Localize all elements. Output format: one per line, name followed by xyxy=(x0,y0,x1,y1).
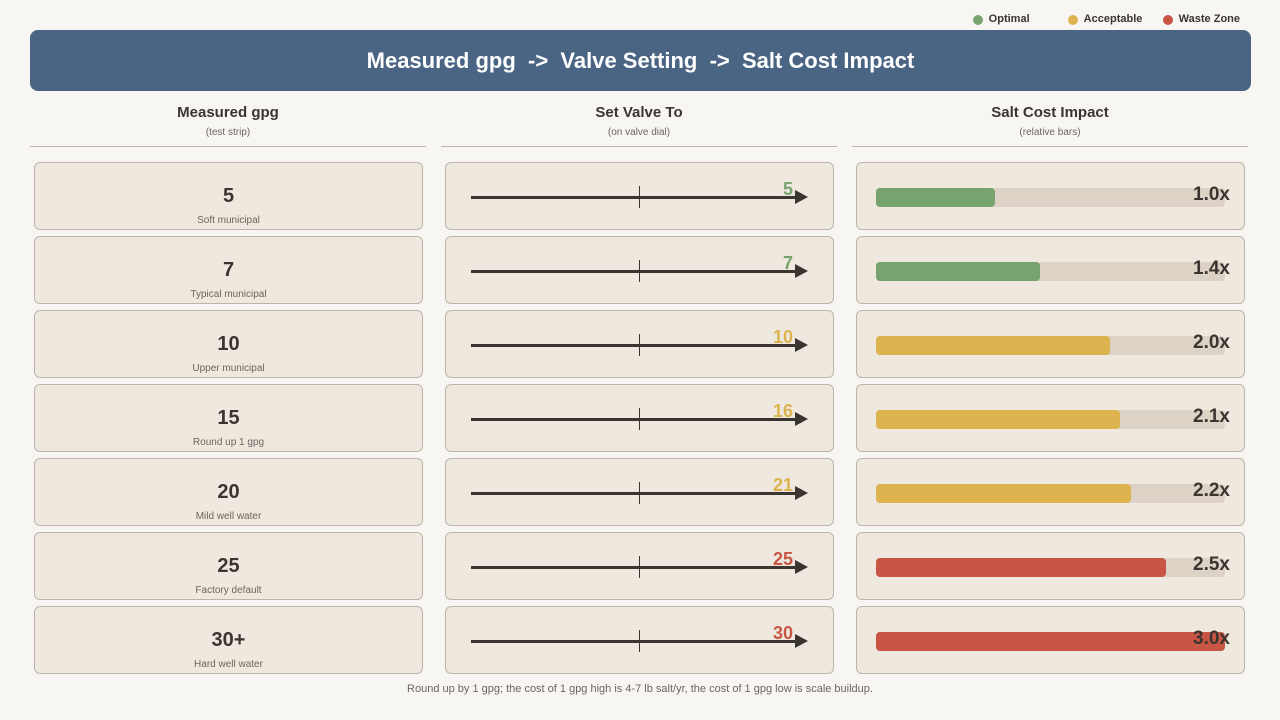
footnote: Round up by 1 gpg; the cost of 1 gpg hig… xyxy=(407,683,873,695)
arrow-line xyxy=(471,344,797,347)
valve-card: 5 xyxy=(445,162,834,230)
cost-card: 3.0x xyxy=(856,606,1245,674)
arrow-head-icon xyxy=(795,412,808,426)
cost-card: 1.0x xyxy=(856,162,1245,230)
cost-card: 2.2x xyxy=(856,458,1245,526)
gpg-note: Mild well water xyxy=(195,511,262,522)
valve-setting: 21 xyxy=(772,475,793,495)
gpg-note: Hard well water xyxy=(194,659,263,670)
gpg-card: 5 Soft municipal xyxy=(34,162,423,230)
cost-bar xyxy=(876,558,1166,577)
cost-card: 1.4x xyxy=(856,236,1245,304)
valve-setting: 10 xyxy=(772,327,793,347)
gpg-value: 5 xyxy=(222,185,235,207)
column-title: Set Valve To xyxy=(595,104,683,121)
cost-card: 2.0x xyxy=(856,310,1245,378)
cost-label: 2.5x xyxy=(1193,554,1230,575)
legend-label: Waste Zone xyxy=(1178,12,1240,25)
arrow-head-icon xyxy=(795,560,808,574)
column-subtitle: (on valve dial) xyxy=(607,127,671,138)
column-title: Measured gpg xyxy=(177,104,279,121)
arrow-tick xyxy=(639,630,640,652)
cost-label: 2.0x xyxy=(1193,332,1230,353)
arrow-head-icon xyxy=(795,338,808,352)
column-header-cost: Salt Cost Impact (relative bars) xyxy=(852,104,1248,147)
gpg-card: 10 Upper municipal xyxy=(34,310,423,378)
cost-bar xyxy=(876,262,1040,281)
cost-bar xyxy=(876,632,1225,651)
arrow-head-icon xyxy=(795,190,808,204)
cost-label: 1.4x xyxy=(1193,258,1230,279)
cost-label: 2.2x xyxy=(1193,480,1230,501)
legend-item-acceptable: Acceptable xyxy=(1067,12,1163,25)
cost-bar xyxy=(876,336,1110,355)
valve-card: 21 xyxy=(445,458,834,526)
legend-label: Optimal xyxy=(988,12,1030,25)
arrow-line xyxy=(471,270,797,273)
gpg-value: 7 xyxy=(222,259,235,281)
gpg-note: Soft municipal xyxy=(197,215,260,226)
gpg-note: Round up 1 gpg xyxy=(192,437,265,448)
legend-item-waste-zone: Waste Zone xyxy=(1162,12,1240,25)
arrow-line xyxy=(471,640,797,643)
cost-bar xyxy=(876,410,1120,429)
valve-card: 30 xyxy=(445,606,834,674)
column-subtitle: (relative bars) xyxy=(1019,127,1081,138)
gpg-note: Typical municipal xyxy=(190,289,267,300)
valve-setting: 25 xyxy=(772,549,793,569)
valve-setting: 7 xyxy=(782,253,793,273)
legend-item-optimal: Optimal xyxy=(972,12,1068,25)
column-title: Salt Cost Impact xyxy=(991,104,1109,121)
column-header-measured: Measured gpg (test strip) xyxy=(30,104,426,147)
valve-card: 7 xyxy=(445,236,834,304)
arrow-tick xyxy=(639,260,640,282)
arrow-line xyxy=(471,566,797,569)
arrow-line xyxy=(471,196,797,199)
arrow-tick xyxy=(639,186,640,208)
acceptable-dot-icon xyxy=(1067,15,1078,25)
title-banner: Measured gpg -> Valve Setting -> Salt Co… xyxy=(30,30,1251,91)
arrow-tick xyxy=(639,556,640,578)
arrow-tick xyxy=(639,408,640,430)
gpg-value: 20 xyxy=(217,481,240,503)
arrow-tick xyxy=(639,482,640,504)
cost-label: 1.0x xyxy=(1193,184,1230,205)
arrow-head-icon xyxy=(795,634,808,648)
arrow-tick xyxy=(639,334,640,356)
waste-dot-icon xyxy=(1162,15,1173,25)
cost-card: 2.5x xyxy=(856,532,1245,600)
cost-card: 2.1x xyxy=(856,384,1245,452)
arrow-line xyxy=(471,492,797,495)
gpg-note: Factory default xyxy=(195,585,262,596)
gpg-card: 20 Mild well water xyxy=(34,458,423,526)
valve-card: 16 xyxy=(445,384,834,452)
gpg-card: 30+ Hard well water xyxy=(34,606,423,674)
optimal-dot-icon xyxy=(972,15,983,25)
arrow-line xyxy=(471,418,797,421)
valve-setting: 5 xyxy=(782,179,793,199)
cost-label: 3.0x xyxy=(1193,628,1230,649)
cost-label: 2.1x xyxy=(1193,406,1230,427)
gpg-value: 30+ xyxy=(211,629,246,651)
gpg-value: 15 xyxy=(217,407,240,429)
arrow-head-icon xyxy=(795,264,808,278)
legend: Optimal Acceptable Waste Zone xyxy=(972,12,1240,25)
cost-bar xyxy=(876,188,995,207)
gpg-note: Upper municipal xyxy=(192,363,265,374)
valve-setting: 16 xyxy=(772,401,793,421)
page-title: Measured gpg -> Valve Setting -> Salt Co… xyxy=(366,47,915,73)
valve-card: 25 xyxy=(445,532,834,600)
valve-card: 10 xyxy=(445,310,834,378)
gpg-card: 7 Typical municipal xyxy=(34,236,423,304)
cost-bar xyxy=(876,484,1131,503)
legend-label: Acceptable xyxy=(1083,12,1143,25)
valve-setting: 30 xyxy=(772,623,793,643)
column-header-valve: Set Valve To (on valve dial) xyxy=(441,104,837,147)
gpg-card: 25 Factory default xyxy=(34,532,423,600)
arrow-head-icon xyxy=(795,486,808,500)
gpg-value: 10 xyxy=(217,333,240,355)
gpg-card: 15 Round up 1 gpg xyxy=(34,384,423,452)
column-subtitle: (test strip) xyxy=(205,127,251,138)
gpg-value: 25 xyxy=(217,555,240,577)
